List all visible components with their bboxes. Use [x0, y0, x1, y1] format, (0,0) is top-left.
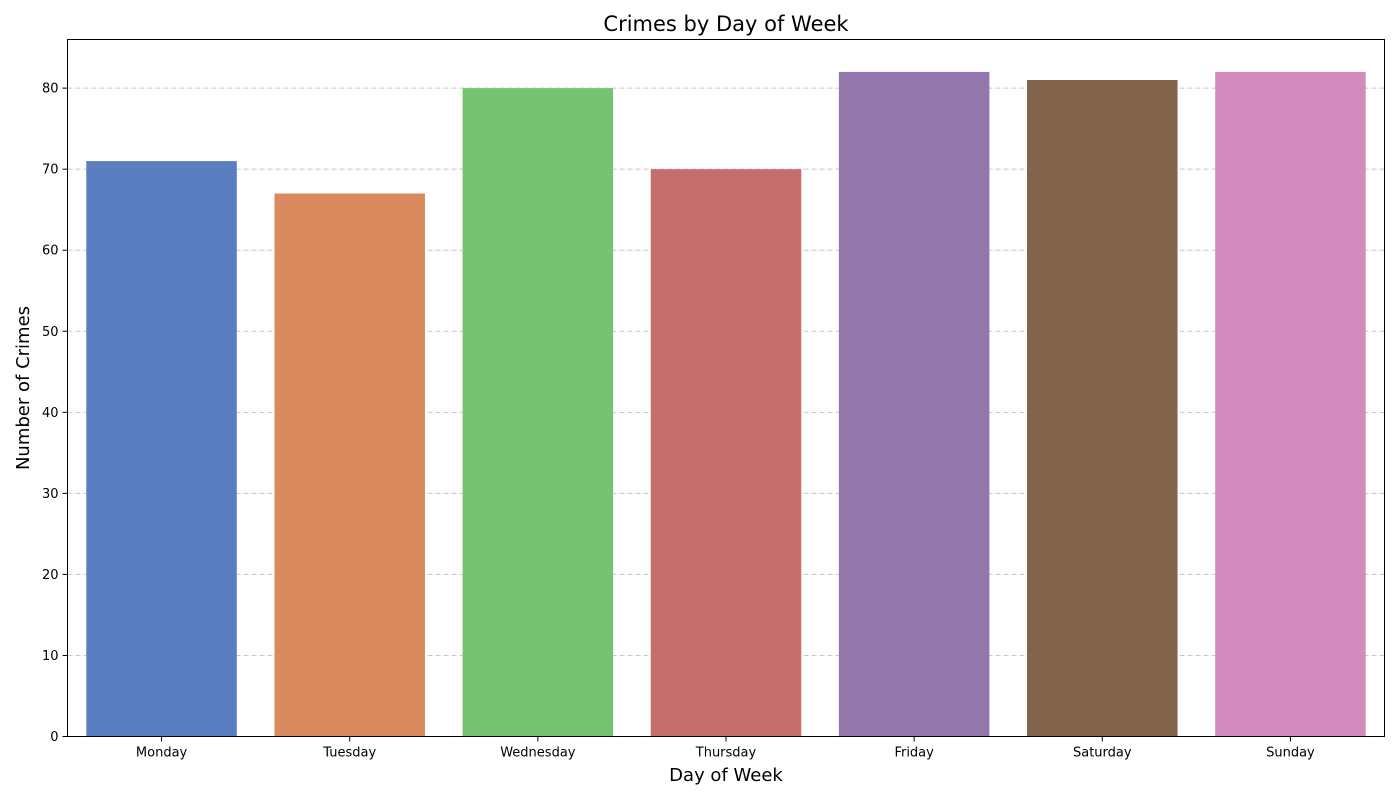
- x-tick-label: Tuesday: [322, 746, 376, 761]
- x-tick-label: Friday: [894, 746, 934, 761]
- bar-saturday: [1027, 80, 1178, 737]
- y-tick-label: 30: [42, 487, 59, 502]
- bar-friday: [838, 71, 990, 737]
- y-tick-label: 0: [50, 730, 58, 745]
- plot-frame: [67, 39, 1385, 737]
- y-tick-label: 70: [42, 163, 59, 178]
- bar-tuesday: [274, 193, 425, 737]
- x-tick-label: Monday: [136, 746, 188, 761]
- axes: 0 10 20 30 40 50 60 70 80 Monday Tuesday Wednesday T…: [42, 82, 1315, 761]
- y-axis-title: Number of Crimes: [13, 306, 34, 470]
- y-tick-label: 10: [42, 649, 59, 664]
- x-tick-label: Thursday: [695, 746, 757, 761]
- bar-monday: [86, 161, 237, 737]
- x-tick-label: Saturday: [1073, 746, 1132, 761]
- bar-sunday: [1215, 71, 1366, 737]
- y-tick-label: 20: [42, 568, 59, 583]
- x-tick-label: Wednesday: [500, 746, 576, 761]
- bars: [86, 71, 1366, 737]
- bar-thursday: [650, 169, 802, 737]
- y-tick-label: 50: [42, 325, 59, 340]
- x-axis-title: Day of Week: [669, 765, 783, 786]
- y-tick-label: 80: [42, 82, 59, 97]
- chart-title: Crimes by Day of Week: [603, 12, 849, 36]
- y-tick-label: 60: [42, 244, 59, 259]
- y-tick-label: 40: [42, 406, 59, 421]
- bar-wednesday: [462, 88, 614, 737]
- x-tick-label: Sunday: [1266, 746, 1315, 761]
